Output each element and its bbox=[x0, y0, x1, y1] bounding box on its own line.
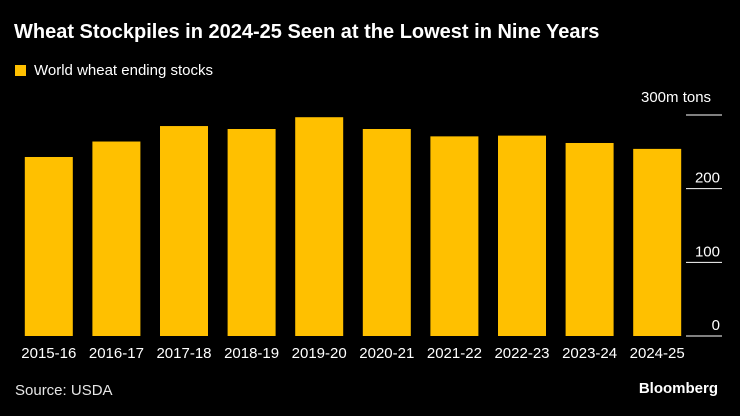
x-tick-label-2017-18: 2017-18 bbox=[156, 345, 211, 362]
bar-2020-21 bbox=[363, 129, 411, 336]
x-tick-label-2022-23: 2022-23 bbox=[494, 345, 549, 362]
gridlines bbox=[686, 115, 722, 336]
source-note: Source: USDA bbox=[15, 382, 113, 399]
bar-2019-20 bbox=[295, 117, 343, 336]
y-axis-labels: 0 100 200 bbox=[695, 170, 720, 334]
bar-series bbox=[25, 117, 681, 336]
y-tick-label-100: 100 bbox=[695, 243, 720, 260]
x-tick-label-2018-19: 2018-19 bbox=[224, 345, 279, 362]
y-tick-label-200: 200 bbox=[695, 170, 720, 187]
bar-2015-16 bbox=[25, 157, 73, 336]
bar-2023-24 bbox=[566, 143, 614, 336]
x-tick-label-2016-17: 2016-17 bbox=[89, 345, 144, 362]
x-tick-label-2024-25: 2024-25 bbox=[630, 345, 685, 362]
x-tick-label-2021-22: 2021-22 bbox=[427, 345, 482, 362]
bar-2024-25 bbox=[633, 149, 681, 336]
bar-2017-18 bbox=[160, 126, 208, 336]
bloomberg-logo: Bloomberg bbox=[639, 380, 718, 397]
bar-2016-17 bbox=[92, 142, 140, 336]
chart-canvas: 2015-16 2016-17 2017-18 2018-19 2019-20 2020-… bbox=[0, 0, 740, 416]
y-tick-label-0: 0 bbox=[712, 317, 720, 334]
x-tick-label-2023-24: 2023-24 bbox=[562, 345, 617, 362]
x-axis-labels: 2015-16 2016-17 2017-18 2018-19 2019-20 2020-… bbox=[21, 345, 684, 362]
bar-2018-19 bbox=[228, 129, 276, 336]
bar-2021-22 bbox=[430, 136, 478, 336]
x-tick-label-2020-21: 2020-21 bbox=[359, 345, 414, 362]
x-tick-label-2015-16: 2015-16 bbox=[21, 345, 76, 362]
bar-2022-23 bbox=[498, 136, 546, 336]
x-tick-label-2019-20: 2019-20 bbox=[292, 345, 347, 362]
